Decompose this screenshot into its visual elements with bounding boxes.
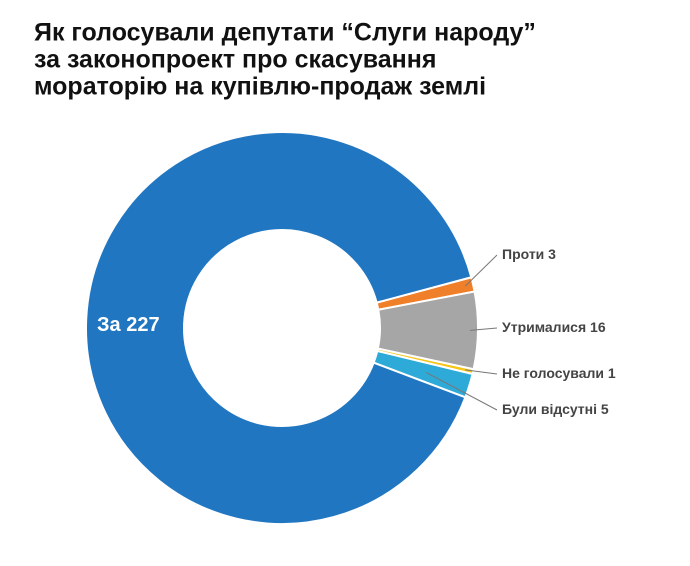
value-label: 227 — [126, 314, 159, 336]
leader-line — [426, 372, 498, 411]
value-label: 16 — [590, 319, 606, 335]
value-label: 5 — [601, 401, 609, 417]
chart-title: Як голосували депутати “Слуги народу” — [34, 19, 536, 47]
category-label: Не голосували — [502, 365, 604, 381]
category-label: Утрималися — [502, 319, 586, 335]
category-label: Були відсутні — [502, 401, 597, 417]
leader-line — [464, 254, 498, 287]
chart-title: мораторію на купівлю-продаж землі — [34, 73, 486, 101]
slice — [85, 131, 473, 525]
leader-line — [469, 327, 498, 331]
slice-label: Утрималися 16 — [502, 319, 606, 335]
leader-line — [465, 369, 498, 375]
value-label: 3 — [548, 246, 556, 262]
slice-label: Були відсутні 5 — [502, 401, 609, 417]
category-label: За — [97, 314, 122, 336]
value-label: 1 — [608, 365, 616, 381]
category-label: Проти — [502, 246, 544, 262]
slice-label: Не голосували 1 — [502, 365, 616, 381]
slice-label: Проти 3 — [502, 246, 556, 262]
slice-label: За 227 — [97, 314, 160, 336]
chart-title: за законопроект про скасування — [34, 46, 436, 74]
